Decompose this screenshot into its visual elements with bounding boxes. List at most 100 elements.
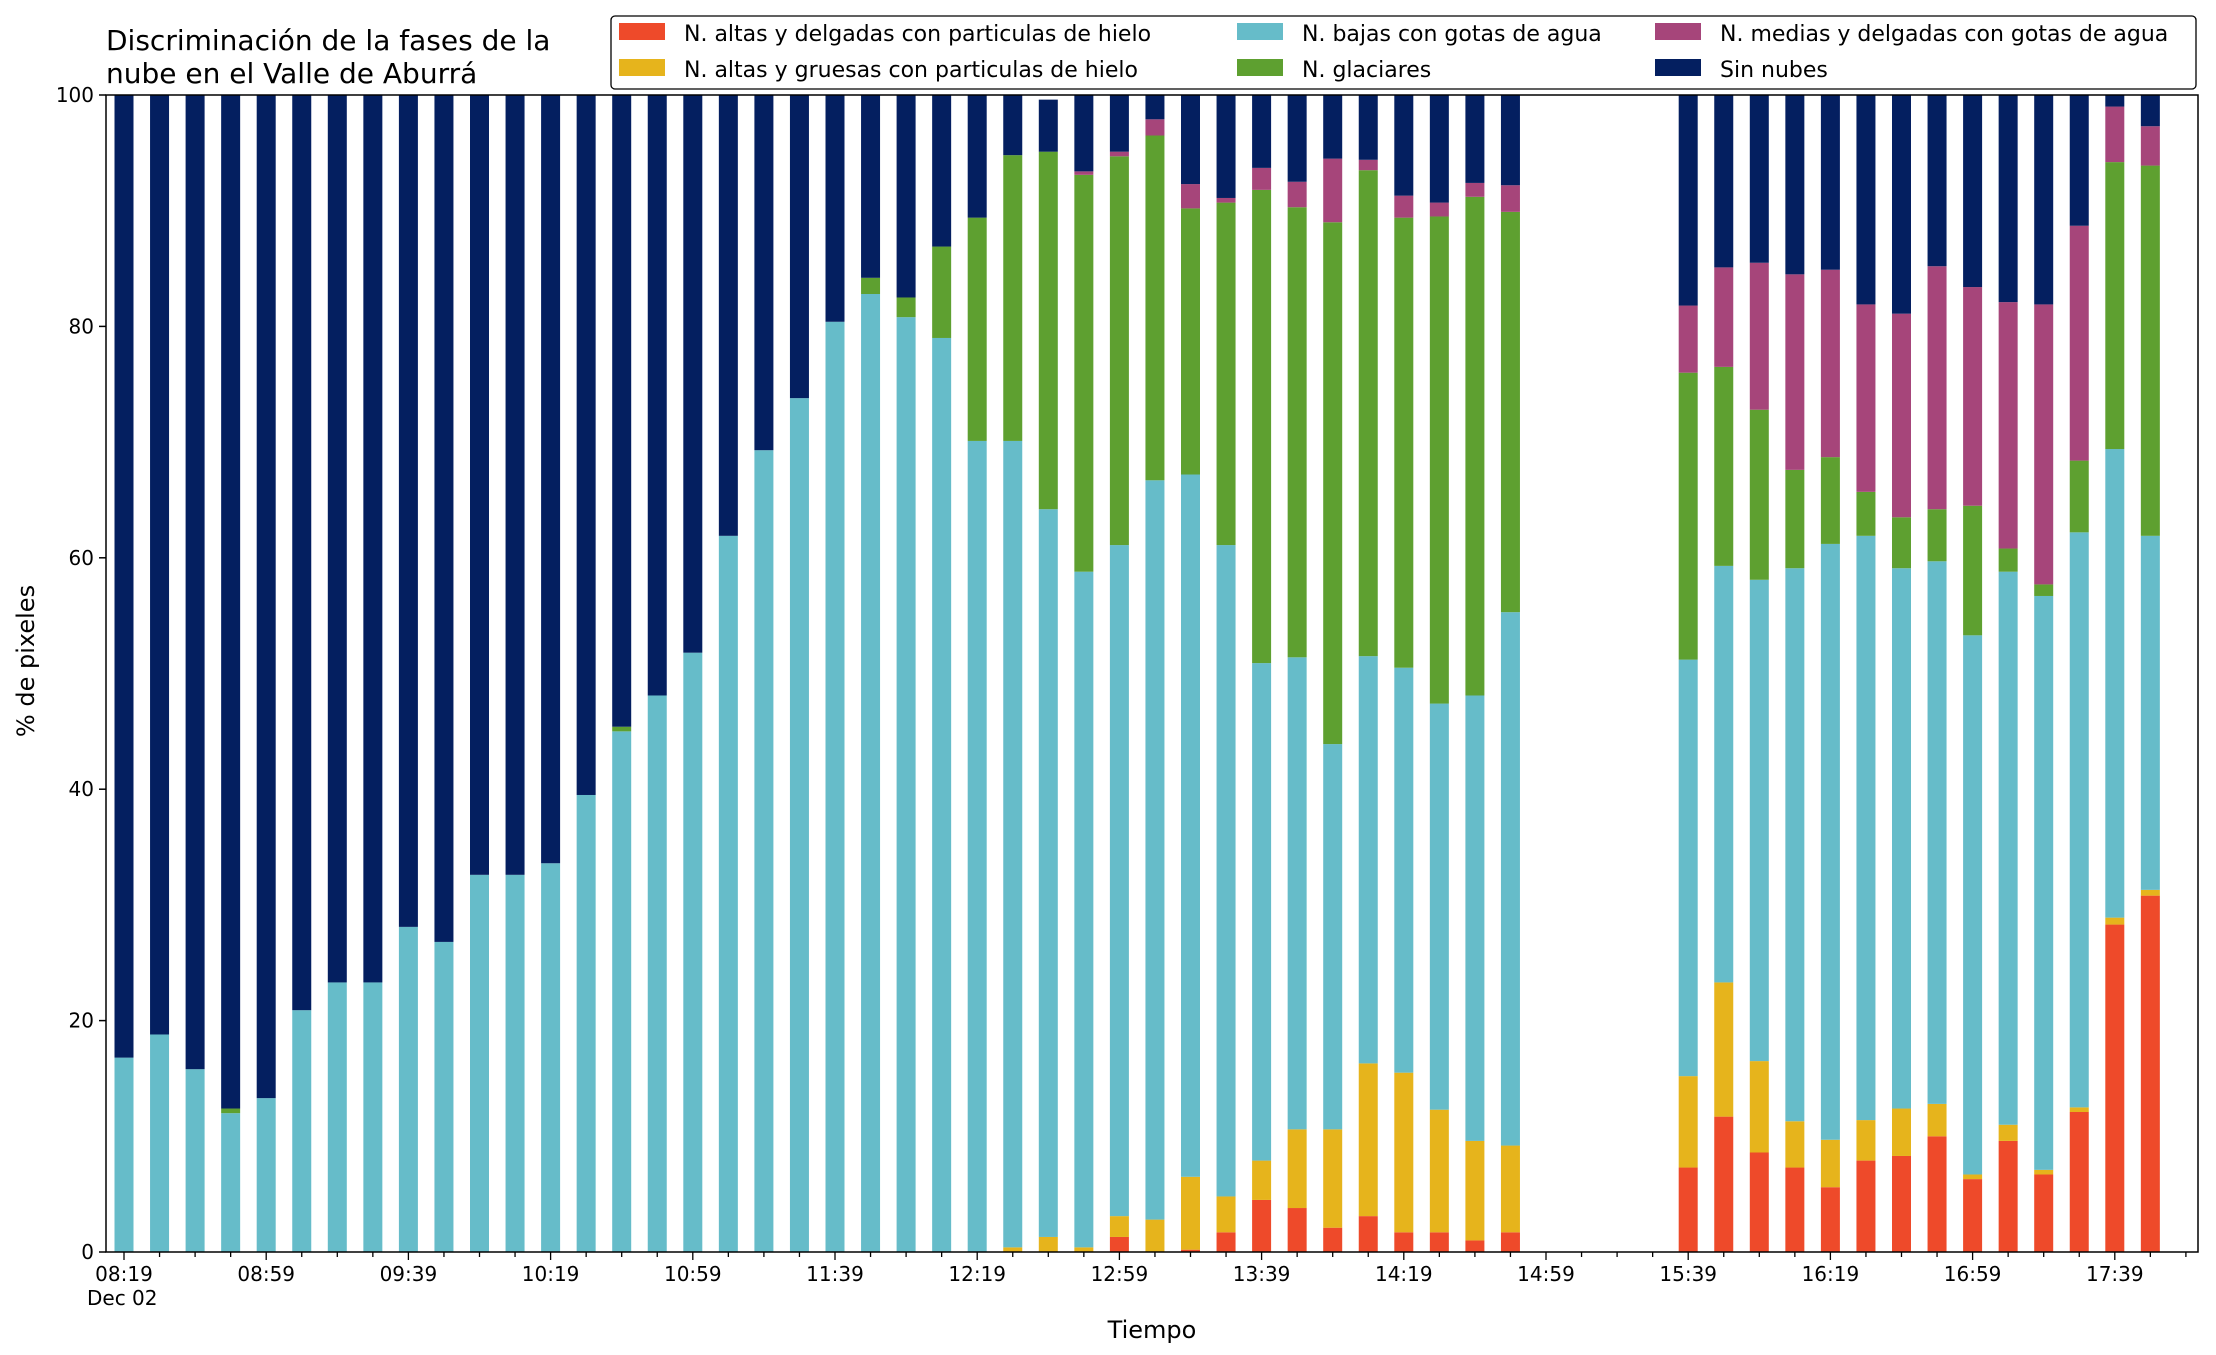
bar-segment-s1-39 — [1500, 1145, 1520, 1233]
bar-segment-s2-28 — [1109, 545, 1129, 1217]
bar-segment-s0-52 — [1963, 1179, 1983, 1252]
bar-segment-s4-29 — [1145, 119, 1165, 136]
bar-segment-s4-55 — [2069, 225, 2089, 461]
bar-segment-s1-45 — [1714, 982, 1734, 1117]
bar-segment-s0-50 — [1892, 1155, 1911, 1252]
bar-segment-s4-47 — [1785, 274, 1805, 470]
bar-segment-s5-19 — [789, 95, 809, 399]
bar-segment-s1-35 — [1358, 1063, 1378, 1217]
bar-segment-s3-37 — [1429, 216, 1449, 704]
bar-segment-s2-7 — [363, 982, 383, 1252]
bar-segment-s5-28 — [1109, 95, 1129, 152]
y-tick-label-0: 0 — [81, 1240, 94, 1264]
x-tick-label-10: 14:59 — [1517, 1262, 1575, 1286]
bar-segment-s4-57 — [2140, 126, 2160, 166]
bar-segment-s3-48 — [1820, 457, 1840, 544]
bar-segment-s5-34 — [1323, 95, 1343, 159]
bar-segment-s2-34 — [1323, 744, 1343, 1130]
bar-segment-s2-21 — [861, 294, 881, 1252]
bar-segment-s3-34 — [1323, 222, 1343, 745]
bar-segment-s4-35 — [1358, 159, 1378, 171]
bar-segment-s2-29 — [1145, 480, 1165, 1220]
bar-segment-s1-25 — [1003, 1247, 1023, 1252]
bar-segment-s5-10 — [470, 95, 489, 875]
bar-segment-s3-28 — [1109, 156, 1129, 546]
bar-segment-s4-53 — [1998, 302, 2018, 549]
bar-segment-s5-16 — [683, 95, 703, 653]
bar-segment-s5-3 — [221, 95, 241, 1109]
legend-frame — [610, 15, 2197, 90]
bar-segment-s5-4 — [256, 95, 276, 1099]
bar-segment-s3-25 — [1003, 155, 1023, 441]
bar-segment-s2-8 — [398, 926, 418, 1252]
bar-segment-s2-22 — [896, 317, 916, 1252]
bar-segment-s5-11 — [505, 95, 525, 875]
bar-segment-s4-49 — [1856, 304, 1876, 492]
x-tick-label-7: 12:59 — [1091, 1262, 1149, 1286]
bar-segment-s2-20 — [825, 321, 845, 1252]
bar-segment-s5-8 — [398, 95, 418, 927]
bar-segment-s1-52 — [1963, 1174, 1983, 1180]
bar-segment-s5-6 — [327, 95, 347, 983]
bar-segment-s2-47 — [1785, 568, 1805, 1122]
bar-segment-s5-17 — [718, 95, 738, 536]
legend-swatch-5 — [1655, 59, 1701, 76]
bar-segment-s2-13 — [576, 794, 596, 1252]
bar-segment-s1-26 — [1038, 1236, 1058, 1252]
bar-segment-s5-36 — [1394, 95, 1414, 196]
x-axis-title: Tiempo — [1107, 1316, 1197, 1344]
bar-segment-s2-49 — [1856, 535, 1876, 1121]
x-tick-label-3: 10:19 — [522, 1262, 580, 1286]
bar-segment-s2-35 — [1358, 656, 1378, 1064]
bar-segment-s1-32 — [1252, 1160, 1272, 1200]
bar-segment-s3-47 — [1785, 469, 1805, 569]
bar-segment-s4-34 — [1323, 158, 1343, 223]
bar-segment-s3-24 — [967, 217, 987, 441]
bar-segment-s0-30 — [1181, 1249, 1200, 1252]
bar-segment-s0-55 — [2069, 1112, 2089, 1252]
bar-segment-s3-53 — [1998, 548, 2018, 572]
bar-segment-s2-16 — [683, 652, 703, 1252]
bar-segment-s3-51 — [1927, 509, 1947, 562]
bar-segment-s2-25 — [1003, 440, 1023, 1248]
bar-segment-s5-39 — [1500, 95, 1520, 186]
bar-segment-s4-39 — [1500, 185, 1520, 212]
bar-segment-s2-6 — [327, 982, 347, 1252]
bar-segment-s5-53 — [1998, 95, 2018, 303]
bar-segment-s4-48 — [1820, 269, 1840, 458]
bar-segment-s5-9 — [434, 95, 454, 942]
legend-swatch-0 — [619, 23, 665, 40]
bar-segment-s2-14 — [612, 731, 632, 1252]
bar-segment-s0-33 — [1287, 1208, 1307, 1252]
bar-segment-s1-33 — [1287, 1129, 1307, 1209]
bar-segment-s2-4 — [256, 1098, 276, 1252]
bar-segment-s1-36 — [1394, 1072, 1414, 1233]
bar-segment-s2-32 — [1252, 663, 1272, 1161]
bar-segment-s1-38 — [1465, 1140, 1485, 1241]
bar-segment-s2-27 — [1074, 571, 1094, 1248]
bar-segment-s2-53 — [1998, 571, 2018, 1125]
bar-segment-s4-46 — [1749, 262, 1769, 410]
bar-segment-s5-45 — [1714, 95, 1734, 268]
bar-segment-s2-17 — [718, 535, 738, 1252]
bar-segment-s4-30 — [1181, 184, 1200, 209]
bar-segment-s4-27 — [1074, 171, 1094, 175]
bar-segment-s5-35 — [1358, 95, 1378, 160]
bar-segment-s5-37 — [1429, 95, 1449, 203]
bar-segment-s1-48 — [1820, 1139, 1840, 1188]
bar-segment-s5-22 — [896, 95, 916, 298]
bar-segment-s3-52 — [1963, 505, 1983, 636]
x-tick-label-0: 08:19 — [95, 1262, 153, 1286]
y-tick-label-4: 80 — [69, 314, 94, 338]
bar-segment-s5-1 — [150, 95, 170, 1035]
x-tick-label-1: 08:59 — [237, 1262, 295, 1286]
bar-segment-s5-12 — [541, 95, 561, 864]
bar-segment-s4-44 — [1678, 305, 1698, 373]
legend-label-0: N. altas y delgadas con particulas de hi… — [684, 22, 1151, 47]
legend-swatch-4 — [1655, 23, 1701, 40]
bar-segment-s3-35 — [1358, 170, 1378, 657]
x-date-label: Dec 02 — [87, 1286, 158, 1310]
bar-segment-s2-15 — [647, 695, 667, 1252]
bar-segment-s2-45 — [1714, 565, 1734, 983]
y-tick-label-1: 20 — [69, 1009, 94, 1033]
